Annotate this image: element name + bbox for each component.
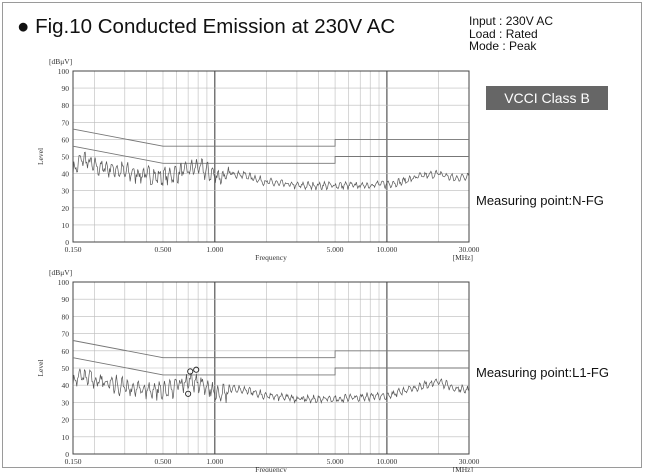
chart2-x-unit-label: [MHz] — [453, 465, 473, 472]
chart2-ytick-label: 100 — [58, 278, 70, 287]
chart2-ytick-label: 0 — [65, 450, 69, 459]
chart2-ytick-label: 30 — [62, 398, 70, 407]
chart2-peak-marker — [193, 366, 200, 373]
chart1-xtick-label: 30.000 — [459, 245, 480, 254]
chart1-ytick-label: 10 — [62, 221, 70, 230]
chart2-ytick-label: 20 — [62, 416, 70, 425]
figure-title: ● Fig.10 Conducted Emission at 230V AC — [17, 15, 396, 38]
chart1-x-axis-label: Frequency — [255, 253, 287, 262]
condition-load: Load : Rated — [469, 26, 538, 41]
chart1-ytick-label: 50 — [62, 153, 70, 162]
condition-mode: Mode : Peak — [469, 39, 537, 53]
chart1-ytick-label: 30 — [62, 187, 70, 196]
chart2-peak-marker — [185, 390, 192, 397]
standard-badge: VCCI Class B — [486, 86, 608, 110]
chart1-ytick-label: 40 — [62, 170, 70, 179]
chart1-ytick-label: 0 — [65, 238, 69, 247]
chart2-xtick-label: 30.000 — [459, 457, 480, 466]
figure-frame: ● Fig.10 Conducted Emission at 230V AC I… — [2, 2, 642, 468]
chart1-xtick-label: 5.000 — [327, 245, 344, 254]
chart2-xtick-label: 1.000 — [206, 457, 223, 466]
chart1-xtick-label: 10.000 — [377, 245, 398, 254]
chart2-limit-line — [72, 357, 469, 376]
chart1-xtick-label: 1.000 — [206, 245, 223, 254]
chart1-series-line — [72, 151, 470, 191]
chart1-ytick-label: 90 — [62, 84, 70, 93]
chart2-y-unit-label: [dBμV] — [49, 268, 72, 277]
chart2-ytick-label: 40 — [62, 381, 70, 390]
chart1-y-axis-label: Level — [36, 148, 45, 165]
chart2-xtick-label: 0.500 — [155, 457, 172, 466]
test-conditions: Input : 230V AC Load : Rated Mode : Peak — [469, 15, 553, 53]
condition-input: Input : 230V AC — [469, 14, 554, 28]
chart2-ytick-label: 50 — [62, 364, 70, 373]
chart1-x-unit-label: [MHz] — [453, 253, 473, 262]
chart1-y-unit-label: [dBμV] — [49, 57, 72, 66]
chart2-xtick-label: 10.000 — [377, 457, 398, 466]
chart2-ytick-label: 60 — [62, 347, 70, 356]
measuring-point-label-1: Measuring point:N-FG — [476, 193, 604, 208]
chart1-xtick-label: 0.150 — [65, 245, 82, 254]
chart1-limit-line — [72, 128, 469, 147]
chart2-peak-marker — [187, 368, 194, 375]
chart1-ytick-label: 20 — [62, 204, 70, 213]
chart2-xtick-label: 5.000 — [327, 457, 344, 466]
chart1-xtick-label: 0.500 — [155, 245, 172, 254]
chart2-series-line — [72, 368, 470, 404]
chart1-limit-line — [72, 145, 469, 164]
chart2-ytick-label: 10 — [62, 433, 70, 442]
chart2-x-axis-label: Frequency — [255, 465, 287, 472]
chart1-ytick-label: 100 — [58, 67, 70, 76]
chart2-ytick-label: 70 — [62, 330, 70, 339]
chart2-ytick-label: 80 — [62, 312, 70, 321]
chart2-xtick-label: 0.150 — [65, 457, 82, 466]
chart2-limit-line — [72, 340, 469, 359]
chart2-ytick-label: 90 — [62, 295, 70, 304]
measuring-point-label-2: Measuring point:L1-FG — [476, 365, 609, 380]
chart1-ytick-label: 80 — [62, 101, 70, 110]
chart2-y-axis-label: Level — [36, 359, 45, 376]
chart1-ytick-label: 60 — [62, 135, 70, 144]
chart1-ytick-label: 70 — [62, 118, 70, 127]
